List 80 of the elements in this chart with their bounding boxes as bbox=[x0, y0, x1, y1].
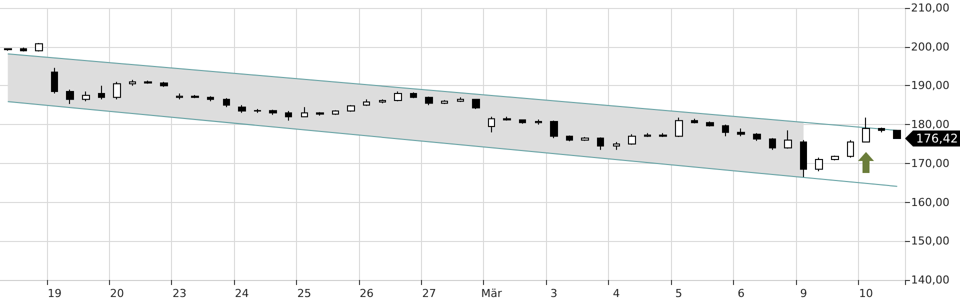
candlestick bbox=[66, 89, 74, 104]
candlestick bbox=[862, 117, 870, 143]
candlestick bbox=[223, 98, 230, 108]
candlestick bbox=[722, 124, 729, 137]
candlestick bbox=[269, 109, 277, 116]
x-tick-label: 3 bbox=[550, 287, 558, 300]
candlestick bbox=[706, 120, 714, 128]
candlestick bbox=[425, 96, 433, 106]
candlestick bbox=[472, 98, 480, 110]
x-tick-label: 9 bbox=[800, 287, 808, 300]
candlestick bbox=[597, 136, 604, 150]
candlestick bbox=[737, 128, 745, 137]
candlestick bbox=[176, 92, 183, 100]
candlestick bbox=[347, 104, 355, 112]
text: 176,42 bbox=[916, 131, 958, 146]
candlestick bbox=[332, 110, 339, 116]
candlestick bbox=[675, 117, 683, 138]
candlestick bbox=[379, 98, 386, 104]
candlestick bbox=[847, 140, 854, 158]
x-tick-label: 19 bbox=[48, 287, 62, 300]
candlestick bbox=[550, 120, 558, 139]
y-tick-label: 190,00 bbox=[911, 79, 950, 92]
candlestick bbox=[613, 142, 620, 150]
x-tick-label: 6 bbox=[738, 287, 745, 300]
candlestick bbox=[129, 79, 136, 86]
candlestick bbox=[488, 116, 495, 133]
candlestick bbox=[581, 136, 589, 142]
y-tick-label: 150,00 bbox=[911, 234, 950, 248]
candlestick bbox=[20, 47, 27, 52]
x-tick-label: 5 bbox=[675, 287, 682, 300]
y-tick-label: 170,00 bbox=[911, 156, 950, 170]
candlestick bbox=[207, 96, 214, 102]
candlestick bbox=[82, 91, 90, 102]
candlestick bbox=[644, 132, 651, 138]
candlestick bbox=[784, 130, 792, 150]
candlestick bbox=[691, 118, 698, 124]
candlestick bbox=[800, 140, 807, 178]
x-tick-label: 24 bbox=[234, 287, 249, 300]
candlestick bbox=[535, 119, 542, 126]
x-tick-label: Mär bbox=[481, 287, 502, 300]
candlestick bbox=[831, 155, 839, 161]
candlestick bbox=[753, 132, 761, 142]
candlestick bbox=[316, 112, 324, 116]
y-tick-label: 210,00 bbox=[911, 2, 950, 14]
x-tick-label: 27 bbox=[422, 287, 436, 300]
candlestick bbox=[254, 108, 261, 114]
candlestick bbox=[51, 67, 58, 94]
candlestick bbox=[566, 134, 573, 142]
candlestick bbox=[878, 127, 885, 133]
candlestick bbox=[363, 98, 370, 106]
y-tick-label: 160,00 bbox=[911, 196, 950, 209]
x-tick-label: 20 bbox=[110, 287, 124, 300]
candlestick bbox=[410, 92, 417, 99]
candlestick bbox=[191, 94, 199, 99]
x-tick-label: 26 bbox=[360, 287, 374, 300]
candlestick bbox=[659, 132, 667, 138]
candlestick bbox=[503, 116, 511, 122]
candlestick bbox=[893, 130, 901, 140]
y-tick-label: 180,00 bbox=[911, 118, 950, 132]
y-tick-label: 140,00 bbox=[911, 274, 950, 286]
candlestick bbox=[628, 134, 636, 146]
x-tick-label: 10 bbox=[858, 287, 873, 300]
candlestick bbox=[519, 119, 526, 124]
candlestick bbox=[457, 96, 464, 103]
candlestick bbox=[35, 42, 43, 52]
candlestick bbox=[160, 81, 168, 88]
candlestick bbox=[238, 104, 246, 114]
candlestick bbox=[144, 80, 152, 84]
candlestick bbox=[394, 91, 402, 102]
candlestick bbox=[441, 100, 448, 104]
candlestick bbox=[285, 110, 292, 122]
x-tick-label: 23 bbox=[172, 287, 186, 300]
y-tick-label: 200,00 bbox=[911, 40, 950, 54]
candlestick bbox=[815, 157, 823, 172]
candlestick bbox=[301, 106, 308, 118]
candlestick bbox=[769, 138, 776, 150]
candlestick bbox=[98, 85, 105, 100]
candlestick bbox=[113, 81, 121, 100]
x-tick-label: 4 bbox=[612, 287, 620, 300]
x-tick-label: 25 bbox=[297, 287, 312, 300]
